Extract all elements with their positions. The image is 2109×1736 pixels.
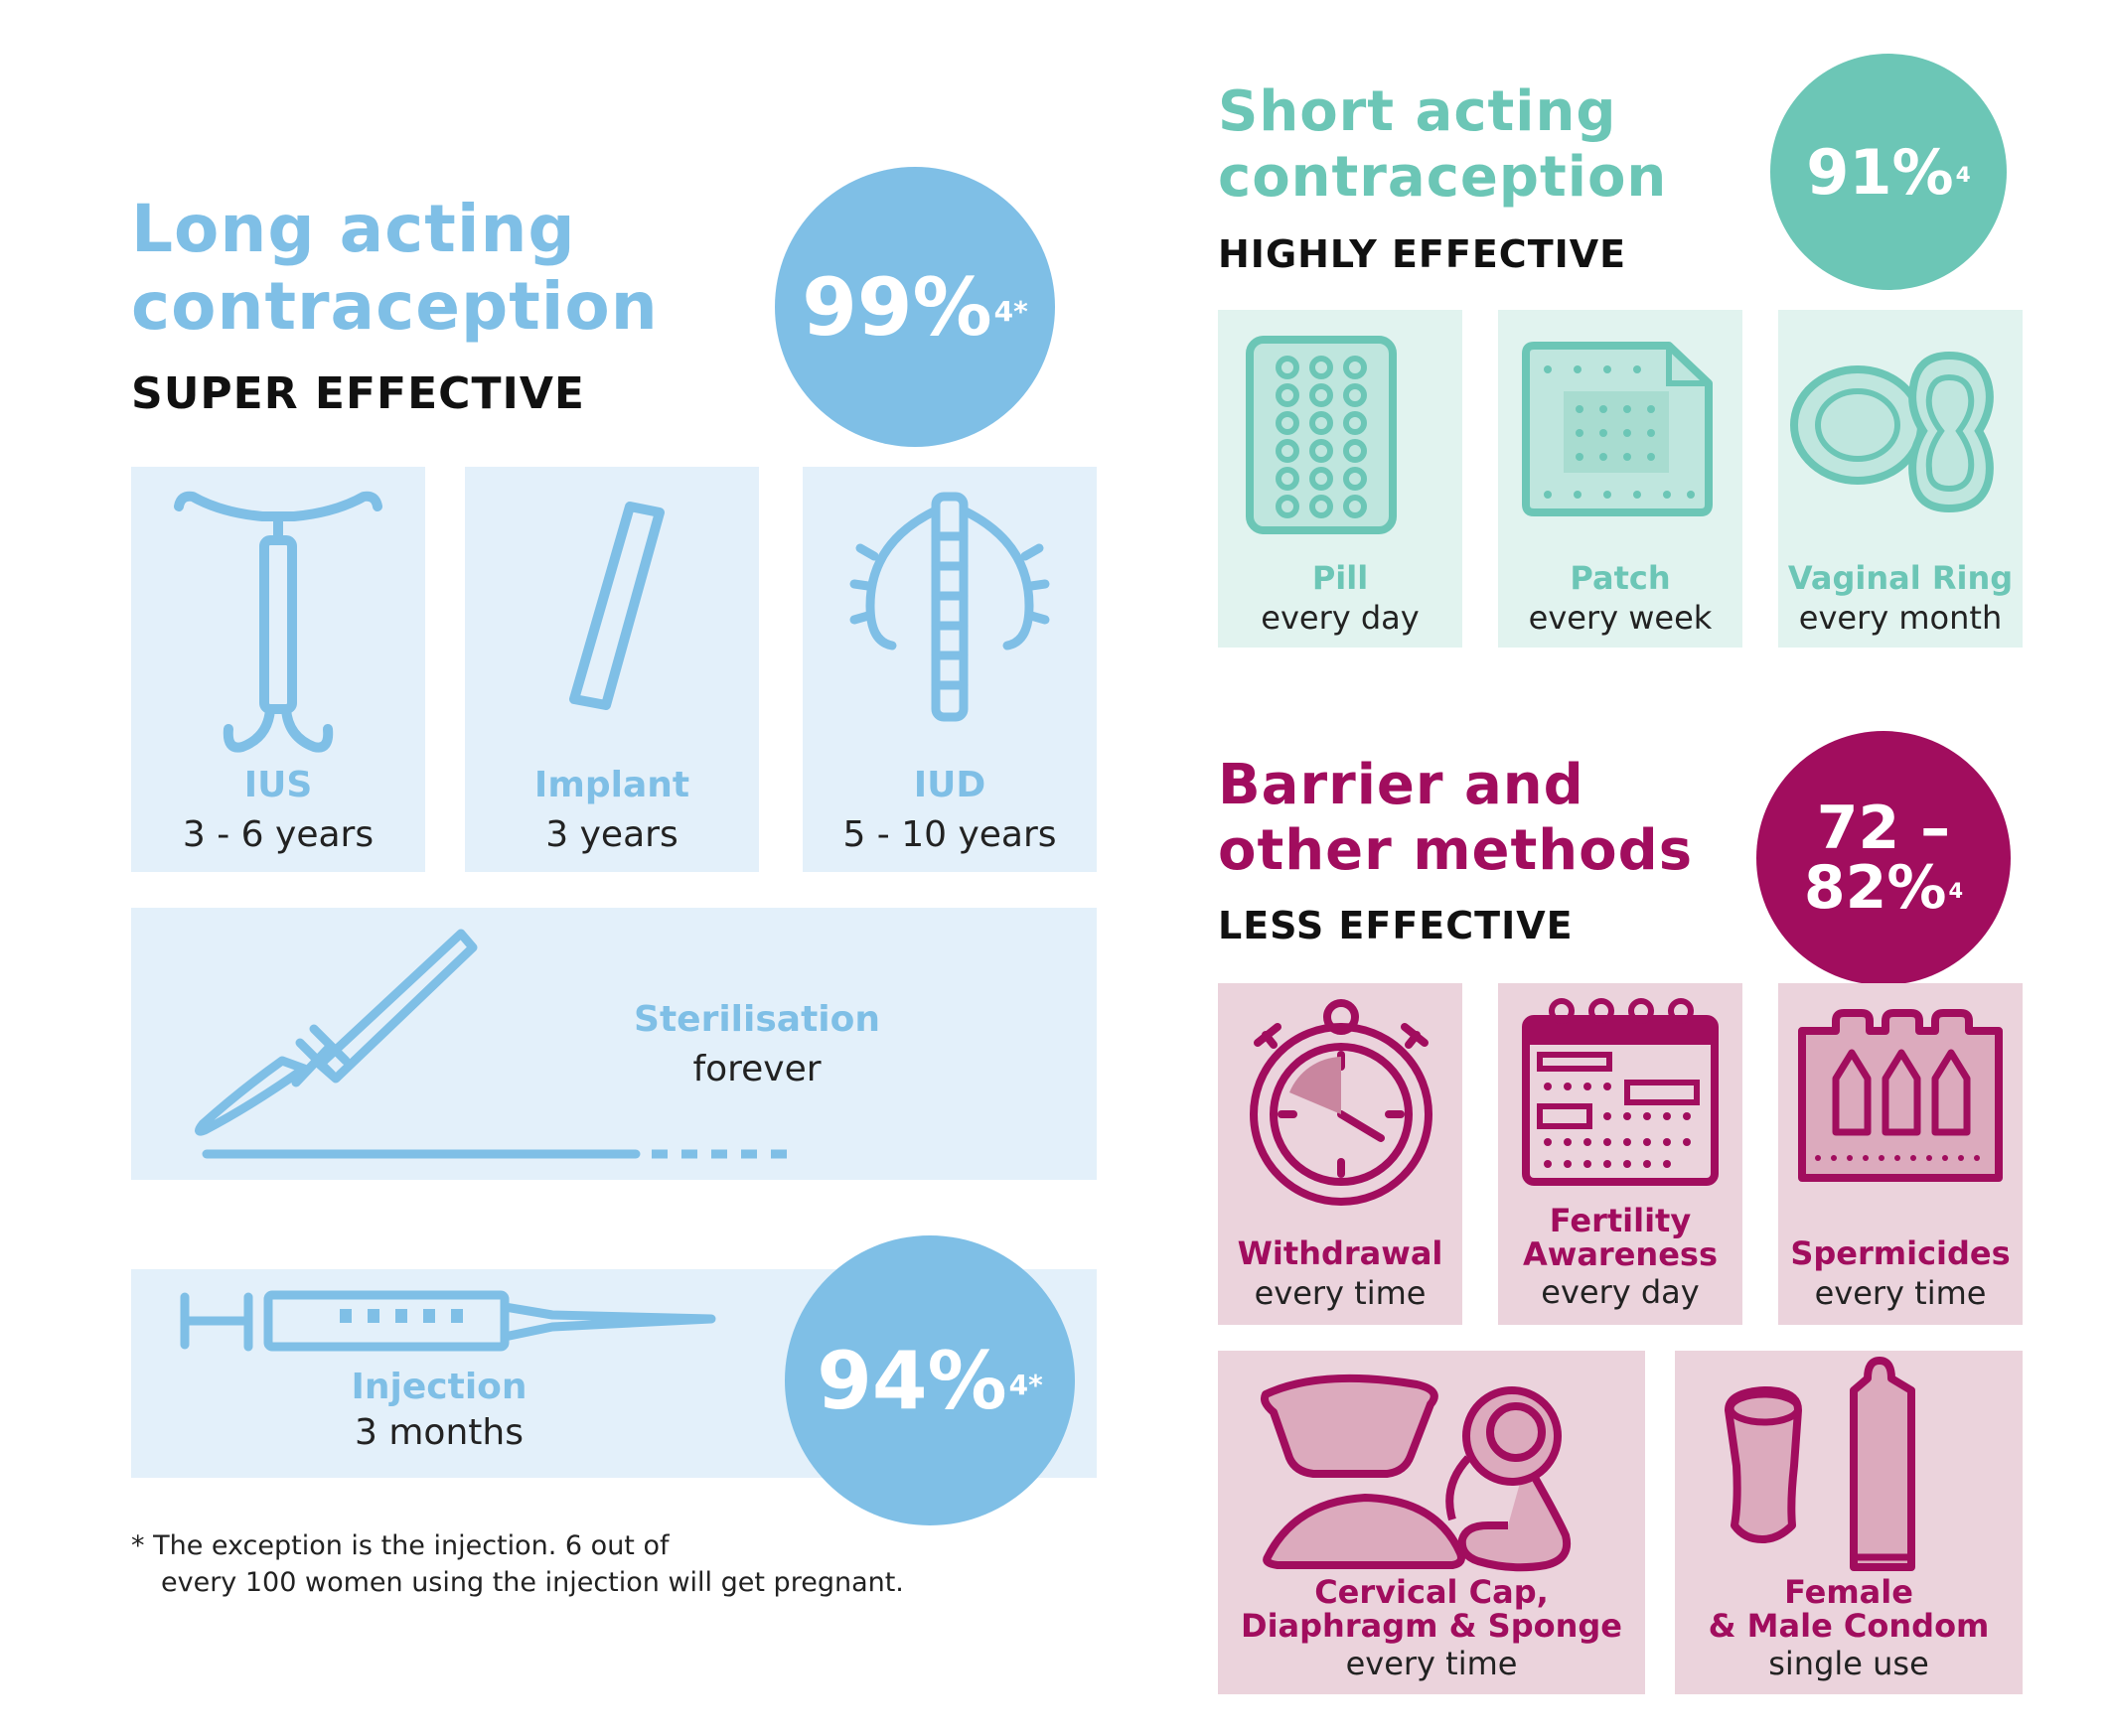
patch-icon (1522, 342, 1713, 516)
iud-frequency: 5 - 10 years (842, 814, 1057, 855)
withdrawal-name: Withdrawal (1237, 1234, 1443, 1272)
sterilisation-name: Sterilisation (634, 999, 880, 1040)
method-tile-implant: Implant 3 years (465, 467, 759, 872)
condom-icon (1725, 1357, 1915, 1571)
implant-icon (569, 502, 665, 710)
stopwatch-icon (1250, 999, 1432, 1206)
withdrawal-frequency: every time (1254, 1274, 1427, 1312)
vaginal-ring-icon (1790, 351, 1994, 513)
method-tile-vaginal-ring: Vaginal Ring every month (1778, 310, 2023, 648)
footnote: * The exception is the injection. 6 out … (131, 1527, 904, 1601)
implant-frequency: 3 years (545, 814, 678, 855)
fertility-awareness-name-line1: Fertility (1549, 1202, 1692, 1239)
injection-effectiveness-badge: 94% 4* (785, 1235, 1075, 1525)
short-acting-badge-footnote: 4 (1955, 162, 1971, 188)
barrier-effectiveness-badge: 72 – 82%4 (1756, 731, 2011, 985)
long-acting-badge-footnote: 4* (993, 294, 1028, 328)
cervical-cap-icon (1261, 1374, 1571, 1572)
footnote-line2: every 100 women using the injection will… (161, 1567, 904, 1598)
method-tile-cervical-cap: Cervical Cap, Diaphragm & Sponge every t… (1218, 1351, 1645, 1694)
short-acting-title-line1: Short acting (1218, 79, 1617, 144)
cervical-cap-name-line1: Cervical Cap, (1314, 1573, 1549, 1611)
short-acting-subtitle: HIGHLY EFFECTIVE (1218, 232, 1627, 276)
long-acting-subtitle: SUPER EFFECTIVE (131, 368, 585, 419)
ius-frequency: 3 - 6 years (182, 814, 375, 855)
long-acting-badge-value: 99% (802, 260, 992, 354)
pill-pack-icon (1246, 336, 1397, 534)
calendar-icon (1522, 998, 1719, 1186)
syringe-icon (180, 1290, 716, 1352)
method-tile-pill: Pill every day (1218, 310, 1462, 648)
short-acting-badge-value: 91% (1806, 135, 1954, 209)
barrier-title: Barrier and other methods (1218, 753, 1693, 884)
short-acting-title-line2: contraception (1218, 145, 1668, 210)
scalpel-icon (195, 929, 791, 1159)
method-tile-ius: IUS 3 - 6 years (131, 467, 425, 872)
barrier-subtitle: LESS EFFECTIVE (1218, 904, 1574, 947)
condom-name-line1: Female (1784, 1573, 1913, 1611)
method-tile-patch: Patch every week (1498, 310, 1742, 648)
pill-frequency: every day (1261, 599, 1420, 637)
spermicides-name: Spermicides (1790, 1234, 2011, 1272)
pill-name: Pill (1311, 559, 1369, 597)
cervical-cap-frequency: every time (1345, 1645, 1518, 1682)
cervical-cap-name-line2: Diaphragm & Sponge (1241, 1607, 1622, 1645)
ius-name: IUS (243, 765, 313, 805)
method-tile-condom: Female & Male Condom single use (1675, 1351, 2023, 1694)
long-acting-title: Long acting contraception (131, 191, 659, 346)
long-acting-effectiveness-badge: 99% 4* (775, 167, 1055, 447)
method-tile-spermicides: Spermicides every time (1778, 983, 2023, 1325)
patch-name: Patch (1570, 559, 1671, 597)
iud-name: IUD (913, 765, 986, 805)
implant-name: Implant (533, 765, 690, 805)
short-acting-effectiveness-badge: 91% 4 (1770, 54, 2007, 290)
long-acting-title-line1: Long acting (131, 191, 576, 267)
injection-badge-footnote: 4* (1008, 1368, 1043, 1401)
method-tile-fertility-awareness: Fertility Awareness every day (1498, 983, 1742, 1325)
condom-name-line2: & Male Condom (1708, 1607, 1990, 1645)
barrier-title-line2: other methods (1218, 818, 1694, 883)
footnote-line1: * The exception is the injection. 6 out … (131, 1530, 670, 1561)
method-tile-withdrawal: Withdrawal every time (1218, 983, 1462, 1325)
barrier-badge-line1: 72 – (1816, 794, 1951, 863)
method-tile-iud: IUD 5 - 10 years (803, 467, 1097, 872)
method-tile-sterilisation: Sterilisation forever (131, 908, 1097, 1180)
vaginal-ring-frequency: every month (1798, 599, 2003, 637)
spermicide-icon (1798, 1009, 2003, 1182)
spermicides-frequency: every time (1814, 1274, 1987, 1312)
barrier-title-line1: Barrier and (1218, 753, 1584, 817)
condom-frequency: single use (1768, 1645, 1929, 1682)
injection-frequency: 3 months (355, 1412, 524, 1453)
injection-badge-value: 94% (817, 1334, 1007, 1427)
barrier-badge-footnote: 4 (1948, 879, 1964, 904)
injection-name: Injection (351, 1367, 527, 1407)
sterilisation-frequency: forever (692, 1049, 822, 1089)
ius-icon (174, 491, 382, 753)
barrier-badge-line2: 82% (1803, 853, 1947, 923)
fertility-awareness-frequency: every day (1541, 1273, 1700, 1311)
short-acting-title: Short acting contraception (1218, 79, 1667, 211)
fertility-awareness-name-line2: Awareness (1523, 1235, 1718, 1273)
patch-frequency: every week (1528, 599, 1713, 637)
vaginal-ring-name: Vaginal Ring (1787, 559, 2014, 597)
iud-icon (849, 492, 1050, 722)
long-acting-title-line2: contraception (131, 268, 659, 345)
